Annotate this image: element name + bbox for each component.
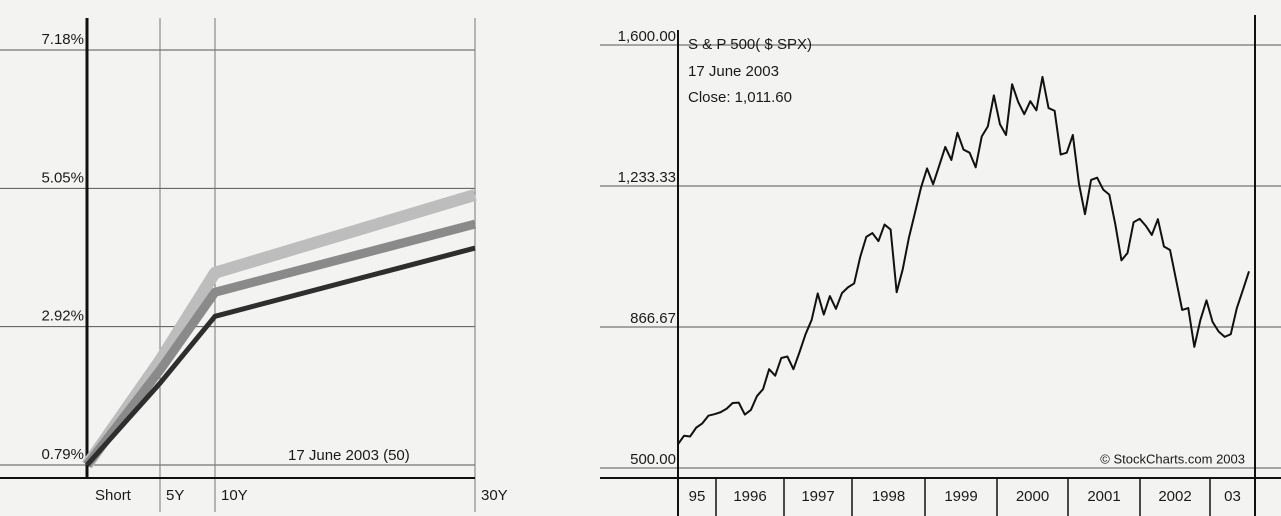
x-tick-label: 95: [689, 488, 706, 505]
chart-title: S & P 500( $ SPX): [688, 36, 812, 53]
y-tick-label: 1,233.33: [618, 169, 676, 186]
annotation: Close: 1,011.60: [688, 89, 792, 106]
y-tick-label: 0.79%: [41, 446, 84, 463]
x-tick-label: 2001: [1087, 488, 1120, 505]
y-tick-label: 7.18%: [41, 31, 84, 48]
x-tick-label: 30Y: [481, 487, 508, 504]
x-tick-label: 5Y: [166, 487, 184, 504]
price-line: [677, 75, 1250, 445]
yield-curve: [85, 245, 476, 467]
y-tick-label: 1,600.00: [618, 28, 676, 45]
x-tick-label: 1999: [944, 488, 977, 505]
annotation: 17 June 2003 (50): [288, 447, 410, 464]
credit: © StockCharts.com 2003: [1100, 451, 1245, 466]
y-tick-label: 5.05%: [41, 169, 84, 186]
annotation: 17 June 2003: [688, 63, 779, 80]
x-tick-label: 10Y: [221, 487, 248, 504]
x-tick-label: 1998: [872, 488, 905, 505]
x-tick-label: 1996: [733, 488, 766, 505]
x-tick-label: 1997: [801, 488, 834, 505]
x-tick-label: Short: [95, 487, 132, 504]
x-tick-label: 2000: [1016, 488, 1049, 505]
y-tick-label: 500.00: [630, 451, 676, 468]
y-tick-label: 2.92%: [41, 308, 84, 325]
y-tick-label: 866.67: [630, 310, 676, 327]
x-tick-label: 03: [1224, 488, 1241, 505]
yield-curve: [83, 219, 477, 468]
x-tick-label: 2002: [1158, 488, 1191, 505]
